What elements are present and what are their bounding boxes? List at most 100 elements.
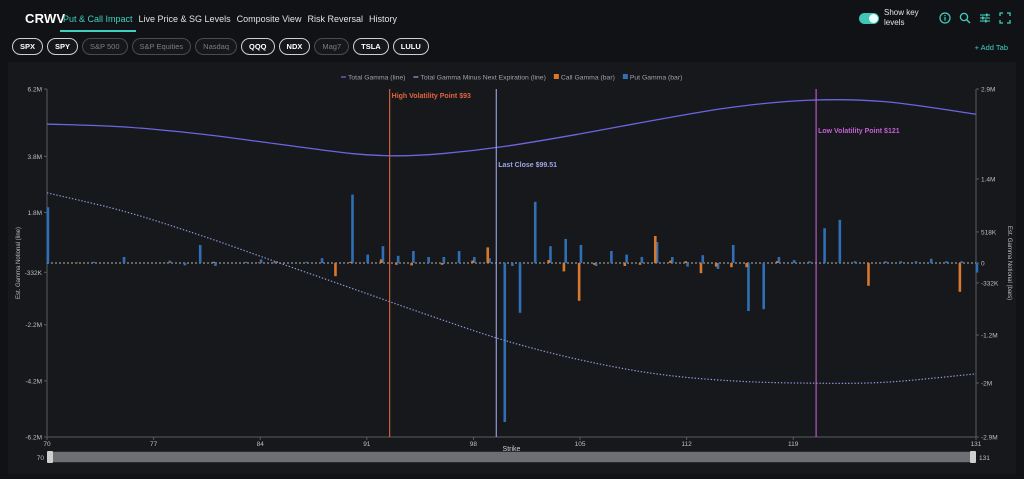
y-right-tick-label: 1.4M xyxy=(981,177,995,184)
put-gamma-bar xyxy=(412,251,415,263)
y-left-tick-label: -2.2M xyxy=(25,322,42,329)
x-tick-label: 84 xyxy=(257,441,265,448)
y-left-tick-label: -4.2M xyxy=(25,378,42,385)
call-gamma-bar xyxy=(258,262,261,264)
call-gamma-bar xyxy=(699,263,703,274)
put-gamma-bar xyxy=(366,254,370,263)
call-gamma-bar xyxy=(379,259,383,263)
tab-live-price-sg-levels[interactable]: Live Price & SG Levels xyxy=(138,14,231,24)
total-gamma-minus-next-line xyxy=(46,192,977,384)
put-gamma-bar xyxy=(244,261,248,263)
key-level-label: High Volatility Point $93 xyxy=(392,93,471,100)
x-tick-label: 112 xyxy=(681,441,692,448)
top-bar: CRWV Put & Call Impact Live Price & SG Le… xyxy=(0,0,1024,36)
x-tick-label: 77 xyxy=(150,441,158,448)
put-gamma-bar xyxy=(442,257,446,263)
expand-icon[interactable] xyxy=(998,11,1012,25)
legend-swatch-call_gamma xyxy=(553,74,559,79)
call-gamma-bar xyxy=(653,236,657,263)
y-right-tick-label: -2M xyxy=(981,381,992,388)
call-gamma-bar xyxy=(714,263,718,267)
symbol-pill-s-p-500[interactable]: S&P 500 xyxy=(82,38,128,55)
x-tick-label: 131 xyxy=(971,441,982,448)
put-gamma-bar xyxy=(564,239,568,263)
put-gamma-bar xyxy=(305,261,309,263)
symbol-pill-ndx[interactable]: NDX xyxy=(278,38,311,55)
put-gamma-bar xyxy=(929,258,933,263)
put-gamma-bar xyxy=(511,263,514,266)
put-gamma-bar xyxy=(671,257,674,263)
put-gamma-bar xyxy=(853,261,857,263)
symbol-pill-lulu[interactable]: LULU xyxy=(392,38,429,55)
range-slider-selection xyxy=(49,452,974,462)
call-gamma-bar xyxy=(684,261,688,263)
y-left-tick-label: -332K xyxy=(25,270,43,277)
legend-swatch-put_gamma xyxy=(622,74,628,79)
range-slider-handle-left[interactable] xyxy=(47,451,53,463)
view-tabs: Put & Call Impact Live Price & SG Levels C… xyxy=(60,14,400,32)
symbol-pill-spx[interactable]: SPX xyxy=(12,38,44,55)
symbol-pill-mag7[interactable]: Mag7 xyxy=(314,38,350,55)
call-gamma-bar xyxy=(669,260,672,263)
put-gamma-bar xyxy=(457,251,461,263)
call-gamma-bar xyxy=(440,263,444,265)
symbol-pill-qqq[interactable]: QQQ xyxy=(241,38,275,55)
y-right-tick-label: -1.2M xyxy=(981,333,998,340)
put-gamma-bar xyxy=(823,228,826,263)
symbol-pill-tsla[interactable]: TSLA xyxy=(353,38,389,55)
legend-item-total_minus_next: Total Gamma Minus Next Expiration (line) xyxy=(420,75,545,82)
put-gamma-bar xyxy=(351,194,354,263)
symbol-pill-nasdaq[interactable]: Nasdaq xyxy=(195,38,238,55)
gamma-chart[interactable]: 6.2M 3.8M 1.8M -332K -2.2M -4.2M -6.2M 2.9M 1.4M… xyxy=(8,62,1016,474)
x-tick-label: 70 xyxy=(43,441,51,448)
tab-history[interactable]: History xyxy=(368,14,397,24)
put-gamma-bar xyxy=(518,263,522,313)
tab-composite-view[interactable]: Composite View xyxy=(236,14,302,24)
show-key-levels-toggle[interactable] xyxy=(859,12,879,24)
put-gamma-bar xyxy=(503,263,507,422)
x-tick-label: 105 xyxy=(575,441,586,448)
put-gamma-bar xyxy=(899,261,903,263)
call-gamma-bar xyxy=(638,263,642,265)
put-gamma-bar xyxy=(214,263,217,266)
put-gamma-bar xyxy=(488,258,491,263)
put-gamma-bar xyxy=(792,260,796,263)
call-gamma-bar xyxy=(775,261,779,263)
add-tab-button[interactable]: + Add Tab xyxy=(974,43,1008,52)
call-gamma-bar xyxy=(349,261,352,263)
y-axis-label-left: Est. Gamma Notional (line) xyxy=(16,227,22,299)
put-gamma-bar xyxy=(701,255,705,263)
call-gamma-bar xyxy=(273,262,276,264)
y-left-tick-label: 6.2M xyxy=(28,87,42,94)
range-slider-handle-right[interactable] xyxy=(970,451,976,463)
tab-put-call-impact[interactable]: Put & Call Impact xyxy=(60,14,136,32)
legend-item-call_gamma: Call Gamma (bar) xyxy=(561,75,615,82)
tab-risk-reversal[interactable]: Risk Reversal xyxy=(307,14,363,24)
call-gamma-bar xyxy=(593,263,596,265)
put-gamma-bar xyxy=(884,261,887,263)
put-gamma-bar xyxy=(198,245,202,263)
search-icon[interactable] xyxy=(958,11,972,25)
sliders-icon[interactable] xyxy=(978,11,992,25)
put-gamma-bar xyxy=(716,263,720,269)
y-left-tick-label: 1.8M xyxy=(28,210,42,217)
legend-item-put_gamma: Put Gamma (bar) xyxy=(630,75,683,82)
symbol-pill-s-p-equities[interactable]: S&P Equities xyxy=(131,38,192,55)
y-right-tick-label: 2.9M xyxy=(981,87,995,94)
y-left-tick-label: 3.8M xyxy=(28,154,42,161)
ticker-title: CRWV xyxy=(25,11,66,26)
put-gamma-bar xyxy=(381,246,385,263)
call-gamma-bar xyxy=(166,262,170,264)
key-level-label: Last Close $99.51 xyxy=(498,162,557,169)
call-gamma-bar xyxy=(577,263,581,301)
put-gamma-bar xyxy=(46,207,50,263)
gamma-chart-panel: 6.2M 3.8M 1.8M -332K -2.2M -4.2M -6.2M 2.9M 1.4M… xyxy=(8,62,1016,474)
y-right-tick-label: 518K xyxy=(981,229,997,236)
legend-item-total_gamma: Total Gamma (line) xyxy=(348,75,405,82)
put-gamma-bar xyxy=(731,245,735,263)
call-gamma-bar xyxy=(75,262,78,264)
symbol-pill-spy[interactable]: SPY xyxy=(47,38,79,55)
call-gamma-bar xyxy=(334,263,337,277)
info-icon[interactable] xyxy=(938,11,952,25)
put-gamma-bar xyxy=(686,263,689,267)
